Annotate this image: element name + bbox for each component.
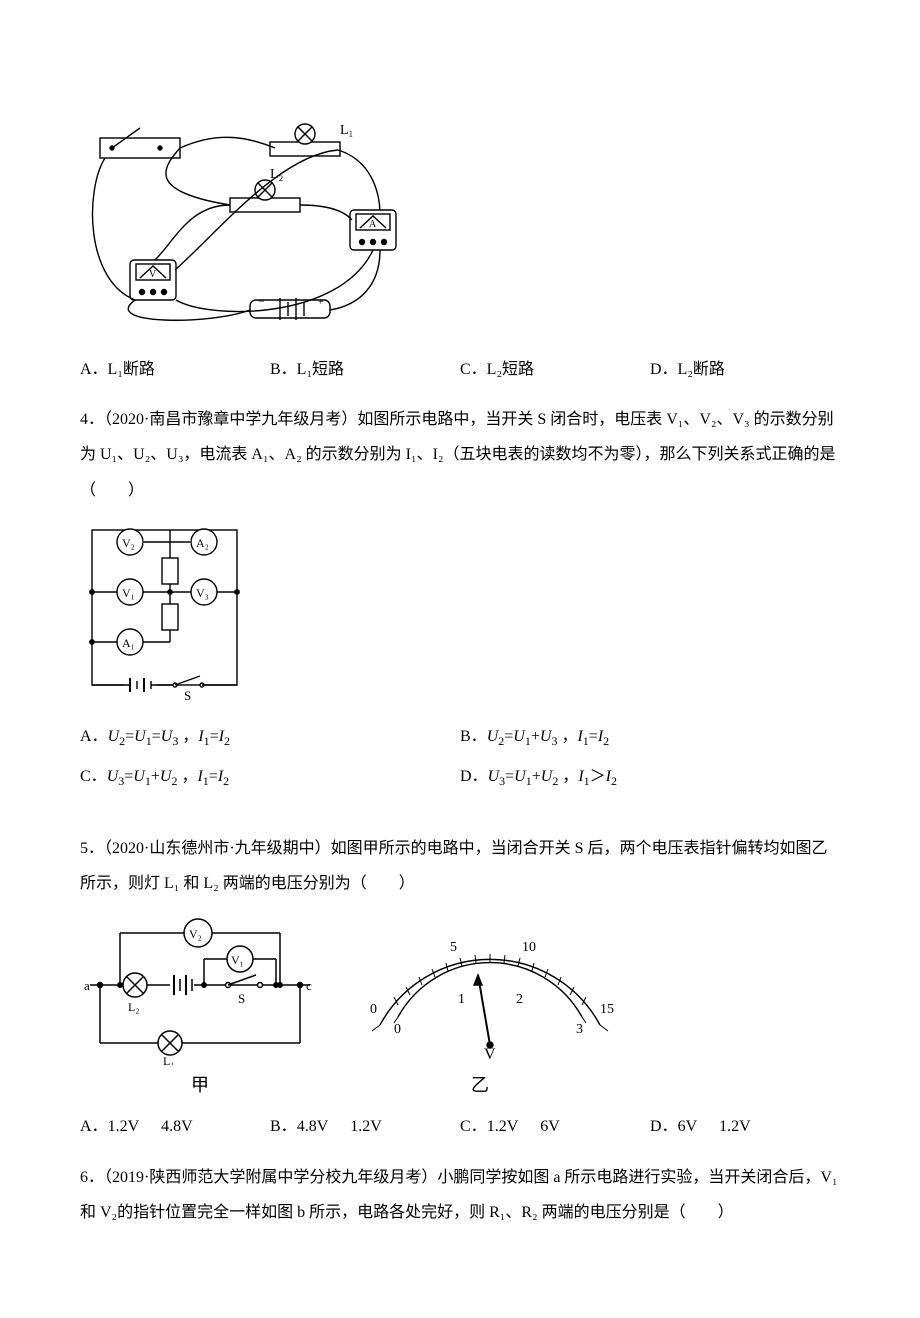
q4-option-b: B．U2=U1+U3 ，I1=I2	[460, 724, 840, 751]
q5-option-d: D．6V1.2V	[650, 1114, 840, 1140]
q5-node-c: c	[306, 978, 312, 993]
q5-meter-10: 10	[522, 940, 536, 955]
q5-l1: L₁	[163, 1054, 175, 1065]
q3-option-d: D．L₂断路	[650, 357, 840, 383]
svg-text:−: −	[258, 294, 265, 308]
q3-option-c: C．L₂短路	[460, 357, 650, 383]
q3-circuit-diagram: L₁ L₂ A V	[80, 120, 840, 339]
q4-option-d: D．U3=U1+U2 ，I1＞I2	[460, 764, 840, 791]
q5-meter-5: 5	[450, 940, 457, 955]
q3-l1-label: L₁	[340, 123, 353, 138]
q5-circuit-jia: V₂ L₂ S V₁	[80, 915, 320, 1065]
svg-text:+: +	[318, 297, 324, 308]
q5-s: S	[238, 991, 245, 1006]
q4-v2: V₂	[122, 536, 135, 550]
q3-option-a: A．L₁断路	[80, 357, 270, 383]
q3-voltmeter-label: V	[149, 269, 157, 280]
q5-option-c: C．1.2V6V	[460, 1114, 650, 1140]
q5-diagrams: V₂ L₂ S V₁	[80, 915, 840, 1065]
q4-option-a: A．U2=U1=U3 ，I1=I2	[80, 724, 460, 751]
q5-meter-2: 2	[516, 992, 523, 1007]
q5-node-a: a	[84, 978, 90, 993]
q5-caption-jia: 甲	[80, 1071, 320, 1100]
q4-circuit-diagram: V₂ A₂ V₁ V₃ A₁	[80, 520, 840, 709]
q4-a2: A₂	[196, 536, 209, 550]
q3-option-b: B．L₁短路	[270, 357, 460, 383]
q5-v1: V₁	[231, 953, 244, 967]
q5-meter-b3: 3	[576, 1022, 583, 1037]
q5-meter-t0: 0	[370, 1002, 377, 1017]
q4-v1: V₁	[122, 586, 135, 600]
q5-captions: 甲 乙	[80, 1071, 840, 1100]
q3-ammeter-label: A	[369, 219, 377, 230]
q4-a1: A₁	[122, 636, 135, 650]
q5-v2: V₂	[189, 927, 202, 941]
q5-option-b: B．4.8V1.2V	[270, 1114, 460, 1140]
q6-text: 6．（2019·陕西师范大学附属中学分校九年级月考）小鹏同学按如图 a 所示电路…	[80, 1160, 840, 1230]
q5-options: A．1.2V4.8V B．4.8V1.2V C．1.2V6V D．6V1.2V	[80, 1114, 840, 1140]
q5-meter-1: 1	[458, 992, 465, 1007]
q4-v3: V₃	[196, 586, 209, 600]
q5-meter-b0: 0	[394, 1022, 401, 1037]
q4-text: 4．（2020·南昌市豫章中学九年级月考）如图所示电路中，当开关 S 闭合时，电…	[80, 402, 840, 508]
q5-meter-unit: V	[484, 1046, 496, 1063]
q5-meter-yi: 5 10 0 15 1 2 0 3 V	[350, 935, 630, 1065]
q4-option-c: C．U3=U1+U2 ，I1=I2	[80, 764, 460, 791]
q5-text: 5．（2020·山东德州市·九年级期中）如图甲所示的电路中，当闭合开关 S 后，…	[80, 831, 840, 901]
q5-caption-yi: 乙	[350, 1071, 610, 1100]
q5-l2: L₂	[128, 1000, 140, 1014]
q5-option-a: A．1.2V4.8V	[80, 1114, 270, 1140]
q4-s: S	[184, 688, 191, 700]
q3-options: A．L₁断路 B．L₁短路 C．L₂短路 D．L₂断路	[80, 357, 840, 383]
q4-options: A．U2=U1=U3 ，I1=I2 B．U2=U1+U3 ，I1=I2 C．U3…	[80, 724, 840, 803]
q5-meter-t15: 15	[600, 1002, 614, 1017]
